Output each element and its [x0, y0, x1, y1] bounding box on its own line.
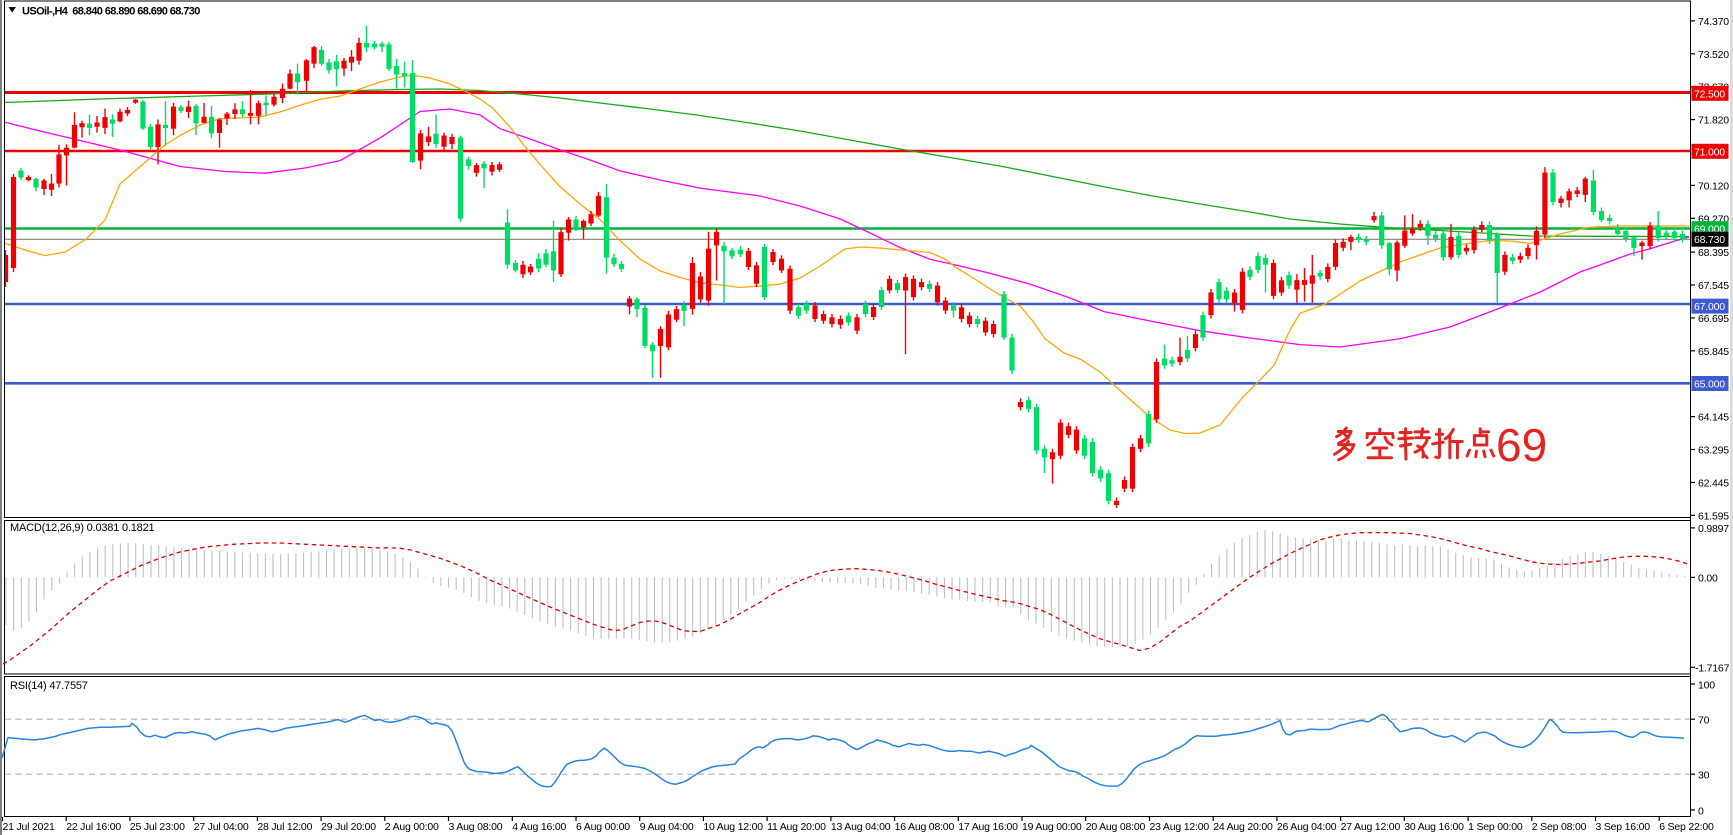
svg-text:30 Aug 16:00: 30 Aug 16:00 — [1404, 821, 1464, 833]
svg-text:22 Jul 16:00: 22 Jul 16:00 — [66, 821, 121, 833]
svg-text:MACD(12,26,9) 0.0381 0.1821: MACD(12,26,9) 0.0381 0.1821 — [10, 522, 154, 534]
svg-text:65.845: 65.845 — [1698, 346, 1729, 358]
svg-text:6 Aug 00:00: 6 Aug 00:00 — [576, 821, 630, 833]
svg-text:RSI(14) 47.7557: RSI(14) 47.7557 — [10, 680, 88, 692]
svg-text:66.695: 66.695 — [1698, 313, 1729, 325]
svg-text:70.120: 70.120 — [1698, 180, 1729, 192]
svg-text:0: 0 — [1698, 806, 1704, 818]
svg-text:69: 69 — [1496, 419, 1547, 471]
svg-text:73.520: 73.520 — [1698, 49, 1729, 61]
svg-text:2 Aug 00:00: 2 Aug 00:00 — [385, 821, 439, 833]
svg-text:19 Aug 00:00: 19 Aug 00:00 — [1022, 821, 1082, 833]
svg-text:74.370: 74.370 — [1698, 16, 1729, 28]
svg-text:16 Aug 08:00: 16 Aug 08:00 — [895, 821, 955, 833]
svg-text:68.395: 68.395 — [1698, 247, 1729, 259]
svg-text:65.000: 65.000 — [1694, 379, 1725, 391]
svg-text:20 Aug 08:00: 20 Aug 08:00 — [1086, 821, 1146, 833]
svg-text:USOil-,H4 68.840 68.890 68.69: USOil-,H4 68.840 68.890 68.690 68.730 — [22, 6, 200, 18]
svg-text:-1.7167: -1.7167 — [1695, 663, 1730, 675]
svg-text:23 Aug 12:00: 23 Aug 12:00 — [1150, 821, 1210, 833]
svg-text:71.000: 71.000 — [1694, 146, 1725, 158]
svg-text:11 Aug 20:00: 11 Aug 20:00 — [767, 821, 826, 833]
svg-text:10 Aug 12:00: 10 Aug 12:00 — [703, 821, 763, 833]
svg-text:64.145: 64.145 — [1698, 412, 1729, 424]
svg-text:6 Sep 22:00: 6 Sep 22:00 — [1659, 821, 1714, 833]
svg-text:3 Aug 08:00: 3 Aug 08:00 — [449, 821, 503, 833]
svg-text:63.295: 63.295 — [1698, 445, 1729, 457]
svg-text:30: 30 — [1698, 770, 1710, 782]
svg-text:13 Aug 04:00: 13 Aug 04:00 — [831, 821, 891, 833]
svg-text:62.445: 62.445 — [1698, 477, 1729, 489]
svg-text:24 Aug 20:00: 24 Aug 20:00 — [1213, 821, 1273, 833]
svg-text:28 Jul 12:00: 28 Jul 12:00 — [257, 821, 312, 833]
svg-text:0.00: 0.00 — [1698, 573, 1718, 585]
svg-text:3 Sep 16:00: 3 Sep 16:00 — [1596, 821, 1651, 833]
svg-text:71.820: 71.820 — [1698, 115, 1729, 127]
svg-text:27 Jul 04:00: 27 Jul 04:00 — [194, 821, 249, 833]
svg-text:26 Aug 04:00: 26 Aug 04:00 — [1277, 821, 1337, 833]
svg-text:9 Aug 04:00: 9 Aug 04:00 — [640, 821, 694, 833]
svg-text:29 Jul 20:00: 29 Jul 20:00 — [321, 821, 376, 833]
svg-text:0.9897: 0.9897 — [1698, 523, 1729, 535]
svg-text:70: 70 — [1698, 715, 1710, 727]
svg-text:27 Aug 12:00: 27 Aug 12:00 — [1341, 821, 1401, 833]
svg-text:25 Jul 23:00: 25 Jul 23:00 — [130, 821, 185, 833]
svg-text:17 Aug 16:00: 17 Aug 16:00 — [958, 821, 1018, 833]
svg-text:1 Sep 00:00: 1 Sep 00:00 — [1468, 821, 1523, 833]
svg-text:21 Jul 2021: 21 Jul 2021 — [3, 821, 55, 833]
svg-text:2 Sep 08:00: 2 Sep 08:00 — [1532, 821, 1587, 833]
svg-text:67.545: 67.545 — [1698, 280, 1729, 292]
svg-text:100: 100 — [1698, 680, 1715, 692]
svg-text:68.730: 68.730 — [1694, 234, 1725, 246]
svg-text:72.500: 72.500 — [1694, 88, 1725, 100]
svg-text:61.595: 61.595 — [1698, 510, 1729, 522]
svg-text:4 Aug 16:00: 4 Aug 16:00 — [512, 821, 566, 833]
svg-text:67.000: 67.000 — [1694, 301, 1725, 313]
